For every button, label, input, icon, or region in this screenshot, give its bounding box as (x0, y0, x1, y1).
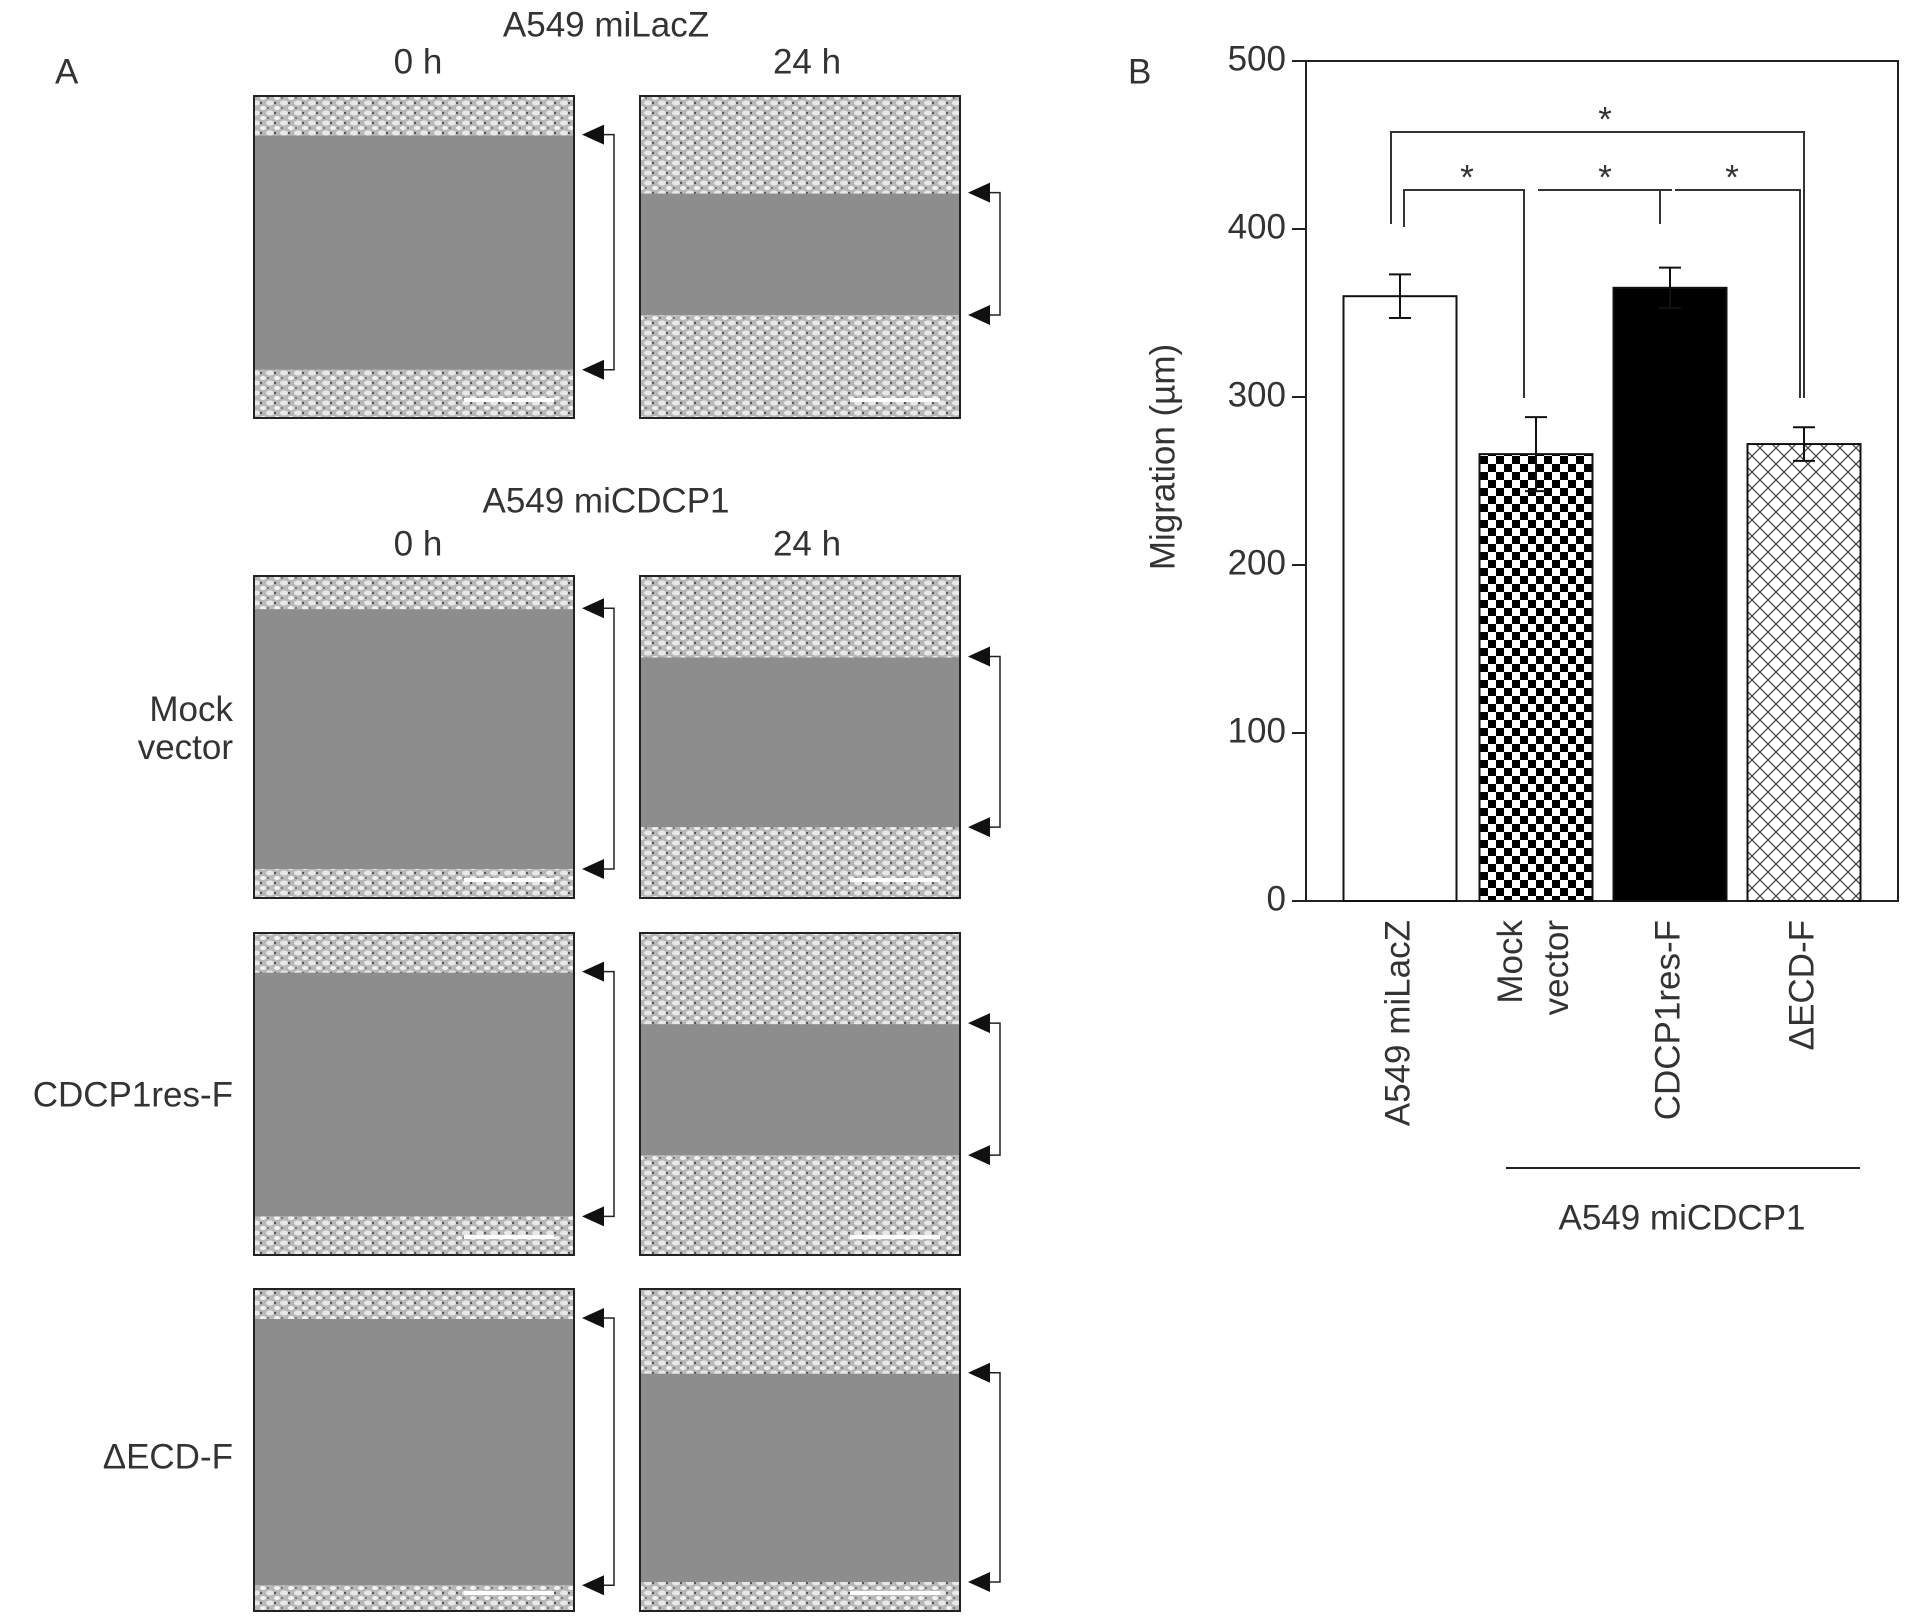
group-title: A549 miCDCP1 (482, 481, 729, 520)
y-tick-label: 200 (1228, 543, 1286, 582)
sig-bracket (1390, 131, 1805, 398)
arrowhead (968, 1572, 990, 1593)
panel-label: A (55, 52, 79, 91)
sig-label: * (1598, 100, 1612, 139)
cell-layer (641, 934, 959, 1025)
sig-label: * (1598, 158, 1612, 197)
cell-layer (255, 1585, 573, 1610)
x-tick-label: Mock vector (1491, 920, 1576, 1016)
sig-label: * (1725, 158, 1739, 197)
group-label: A549 miCDCP1 (1558, 1198, 1805, 1237)
time-label: 24 h (773, 524, 841, 563)
plot-frame (1305, 60, 1899, 902)
row-label: Mock vector (138, 690, 234, 767)
y-tick-label: 300 (1228, 375, 1286, 414)
x-tick-label: CDCP1res-F (1648, 920, 1687, 1120)
gap-bracket (990, 1022, 1001, 1156)
cell-layer (255, 869, 573, 897)
time-label: 0 h (394, 42, 443, 81)
micrographs (253, 95, 1001, 1612)
sig-bracket (1538, 189, 1672, 224)
panel-label: B (1128, 52, 1151, 91)
cell-layer (255, 934, 573, 973)
arrowhead (968, 1013, 990, 1034)
time-label: 24 h (773, 42, 841, 81)
arrowhead (582, 961, 604, 982)
arrowhead (582, 1307, 604, 1328)
arrowhead (582, 124, 604, 145)
micrograph (253, 1288, 575, 1612)
cell-layer (255, 1290, 573, 1319)
cell-layer (641, 827, 959, 897)
y-tick-label: 100 (1228, 711, 1286, 750)
cell-layer (255, 577, 573, 610)
bar (1342, 295, 1458, 902)
x-tick-label: ΔECD-F (1782, 920, 1821, 1050)
x-tick-label: A549 miLacZ (1378, 920, 1417, 1126)
gap-bracket (604, 970, 615, 1218)
sig-label: * (1460, 158, 1474, 197)
bar (1746, 443, 1862, 902)
arrowhead (968, 182, 990, 203)
row-label: ΔECD-F (103, 1437, 233, 1476)
gap-bracket (990, 655, 1001, 828)
cell-layer (641, 97, 959, 194)
arrowhead (968, 817, 990, 838)
cell-layer (641, 1290, 959, 1374)
arrowhead (968, 304, 990, 325)
gap-bracket (990, 1371, 1001, 1583)
gap-bracket (604, 133, 615, 371)
error-bar (1389, 273, 1411, 320)
arrowhead (582, 598, 604, 619)
micrograph (253, 575, 575, 899)
arrowhead (968, 1145, 990, 1166)
time-label: 0 h (394, 524, 443, 563)
group-title: A549 miLacZ (503, 5, 709, 44)
micrograph (253, 932, 575, 1256)
y-tick-label: 500 (1228, 39, 1286, 78)
arrowhead (582, 1575, 604, 1596)
cell-layer (641, 1155, 959, 1254)
error-bar (1525, 416, 1547, 493)
arrowhead (582, 859, 604, 880)
error-bar (1659, 266, 1681, 309)
row-label: CDCP1res-F (33, 1075, 233, 1114)
micrograph (253, 95, 575, 419)
arrowhead (968, 646, 990, 667)
y-axis-label: Migration (µm) (1143, 344, 1182, 570)
y-tick-label: 400 (1228, 207, 1286, 246)
arrowhead (968, 1362, 990, 1383)
sig-bracket (1403, 189, 1525, 398)
cell-layer (255, 97, 573, 136)
bar (1612, 286, 1728, 902)
y-tick-label: 0 (1267, 879, 1286, 918)
arrowhead (582, 1206, 604, 1227)
arrowhead (582, 359, 604, 380)
cell-layer (255, 369, 573, 417)
cell-layer (641, 1582, 959, 1610)
sig-bracket (1675, 189, 1801, 398)
gap-bracket (990, 191, 1001, 316)
bar (1478, 453, 1594, 902)
error-bar (1793, 426, 1815, 462)
cell-layer (641, 577, 959, 658)
gap-bracket (604, 607, 615, 870)
gap-bracket (604, 1317, 615, 1586)
